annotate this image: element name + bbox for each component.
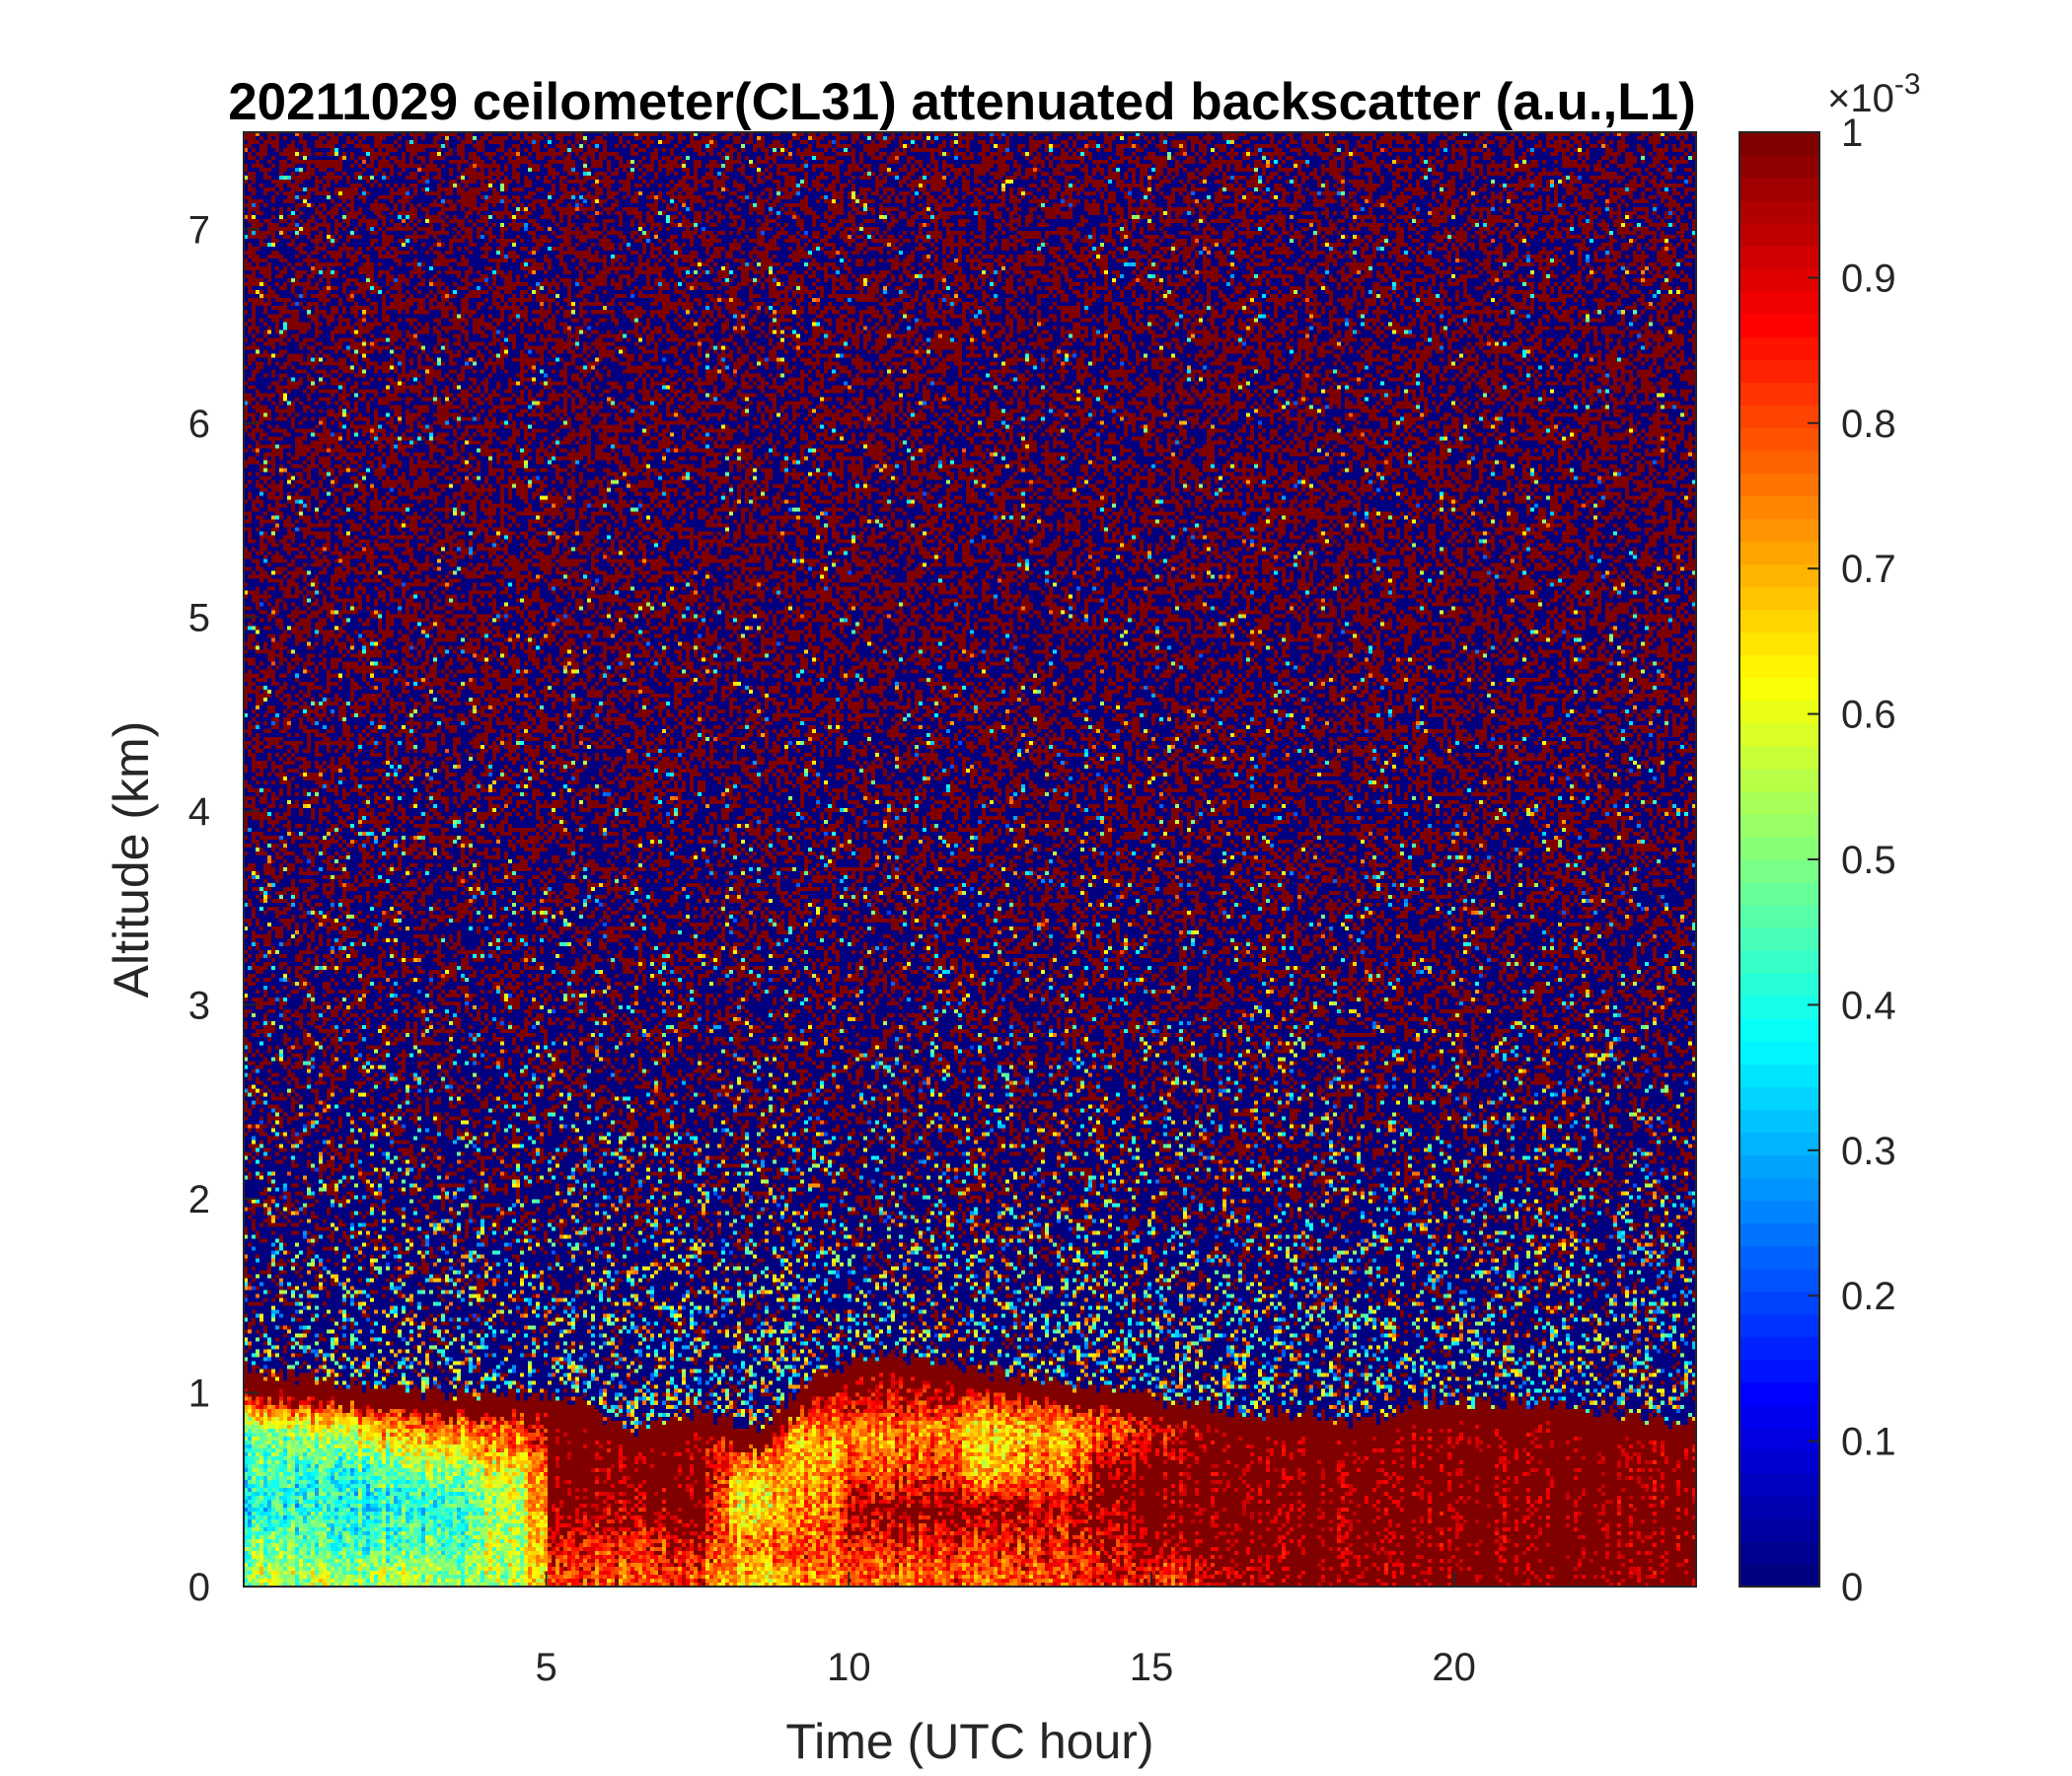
colorbar-swatch — [1739, 700, 1819, 724]
colorbar-swatch — [1739, 768, 1819, 792]
colorbar-swatch — [1739, 1109, 1819, 1133]
heatmap-raster — [244, 132, 1696, 1587]
colorbar-swatch — [1739, 677, 1819, 702]
colorbar-swatch — [1739, 541, 1819, 565]
colorbar-tick-label: 0.7 — [1841, 548, 1896, 591]
colorbar-swatch — [1739, 1041, 1819, 1065]
colorbar-tick-label: 1 — [1841, 111, 1863, 155]
colorbar-swatch — [1739, 1313, 1819, 1338]
colorbar-swatch — [1739, 631, 1819, 656]
colorbar-swatch — [1739, 790, 1819, 815]
y-tick-label: 3 — [188, 984, 210, 1027]
x-axis-label: Time (UTC hour) — [785, 1714, 1153, 1769]
colorbar-swatch — [1739, 1177, 1819, 1202]
colorbar-swatch — [1739, 1381, 1819, 1406]
colorbar-swatch — [1739, 450, 1819, 475]
y-tick-label: 7 — [188, 208, 210, 252]
x-tick-label: 5 — [536, 1646, 557, 1689]
colorbar-swatch — [1739, 427, 1819, 452]
colorbar-swatch — [1739, 927, 1819, 951]
y-axis-label: Altitude (km) — [104, 721, 159, 999]
colorbar-tick-label: 0.2 — [1841, 1275, 1896, 1318]
colorbar-swatch — [1739, 1449, 1819, 1474]
y-tick-label: 5 — [188, 596, 210, 639]
colorbar-swatch — [1739, 586, 1819, 611]
colorbar-swatch — [1739, 563, 1819, 588]
x-axis: 5 10 15 20 — [536, 1572, 1476, 1689]
colorbar-swatch — [1739, 813, 1819, 838]
colorbar-swatch — [1739, 859, 1819, 883]
y-tick-label: 6 — [188, 403, 210, 446]
colorbar-swatch — [1739, 836, 1819, 860]
colorbar-swatch — [1739, 132, 1819, 156]
colorbar-swatch — [1739, 1132, 1819, 1156]
colorbar-swatch — [1739, 1472, 1819, 1497]
colorbar-swatch — [1739, 1336, 1819, 1361]
colorbar-swatch — [1739, 1154, 1819, 1179]
colorbar-tick-label: 0 — [1841, 1566, 1863, 1609]
colorbar-swatch — [1739, 314, 1819, 337]
x-tick-label: 10 — [827, 1646, 871, 1689]
y-axis: 0 1 2 3 4 5 6 7 — [188, 208, 259, 1609]
colorbar-swatch — [1739, 882, 1819, 906]
colorbar-swatch — [1739, 722, 1819, 747]
colorbar-swatch — [1739, 359, 1819, 383]
colorbar-tick-label: 0.5 — [1841, 839, 1896, 882]
y-tick-label: 0 — [188, 1566, 210, 1609]
y-tick-label: 1 — [188, 1371, 210, 1415]
colorbar-swatch — [1739, 745, 1819, 770]
colorbar-swatch — [1739, 1086, 1819, 1110]
colorbar-swatch — [1739, 178, 1819, 201]
colorbar-swatch — [1739, 155, 1819, 179]
colorbar-swatch — [1739, 473, 1819, 497]
colorbar-swatch — [1739, 1018, 1819, 1042]
colorbar-swatch — [1739, 654, 1819, 679]
colorbar-swatch — [1739, 1268, 1819, 1293]
colorbar-tick-label: 0.3 — [1841, 1130, 1896, 1173]
colorbar-swatch — [1739, 518, 1819, 543]
colorbar-swatch — [1739, 1064, 1819, 1087]
colorbar-swatch — [1739, 405, 1819, 429]
colorbar-tick-label: 0.1 — [1841, 1421, 1896, 1464]
colorbar-swatch — [1739, 223, 1819, 247]
colorbar-swatch — [1739, 1200, 1819, 1224]
colorbar-swatch — [1739, 1495, 1819, 1519]
colorbar-multiplier: ×10-3 — [1827, 68, 1921, 120]
colorbar-swatch — [1739, 1563, 1819, 1588]
colorbar-axis: 0 0.1 0.2 0.3 0.4 0.5 0.6 0.7 0.8 0.9 1 — [1808, 111, 1896, 1609]
colorbar-swatch — [1739, 1404, 1819, 1429]
colorbar-swatch — [1739, 609, 1819, 633]
y-tick-label: 2 — [188, 1178, 210, 1221]
colorbar-swatch — [1739, 1291, 1819, 1315]
colorbar-swatch — [1739, 382, 1819, 406]
colorbar-swatch — [1739, 200, 1819, 224]
chart-title: 20211029 ceilometer(CL31) attenuated bac… — [228, 73, 1696, 131]
x-tick-label: 20 — [1432, 1646, 1476, 1689]
colorbar-swatch — [1739, 905, 1819, 928]
colorbar-swatch — [1739, 246, 1819, 269]
colorbar-tick-label: 0.8 — [1841, 403, 1896, 446]
colorbar-swatch — [1739, 268, 1819, 292]
colorbar-tick-label: 0.9 — [1841, 257, 1896, 300]
colorbar-tick-label: 0.6 — [1841, 694, 1896, 737]
colorbar-tick-label: 0.4 — [1841, 984, 1896, 1027]
colorbar-swatch — [1739, 1427, 1819, 1451]
colorbar-swatch — [1739, 973, 1819, 997]
y-tick-label: 4 — [188, 790, 210, 834]
colorbar-swatch — [1739, 1245, 1819, 1270]
colorbar-swatch — [1739, 996, 1819, 1019]
colorbar-swatch — [1739, 1540, 1819, 1565]
x-tick-label: 15 — [1130, 1646, 1174, 1689]
colorbar-swatch — [1739, 495, 1819, 520]
colorbar-swatch — [1739, 950, 1819, 974]
colorbar — [1739, 132, 1819, 1588]
colorbar-swatch — [1739, 1517, 1819, 1542]
colorbar-swatch — [1739, 291, 1819, 315]
colorbar-swatch — [1739, 336, 1819, 360]
colorbar-swatch — [1739, 1359, 1819, 1383]
plot-frame — [243, 131, 1697, 1588]
colorbar-swatch — [1739, 1222, 1819, 1247]
